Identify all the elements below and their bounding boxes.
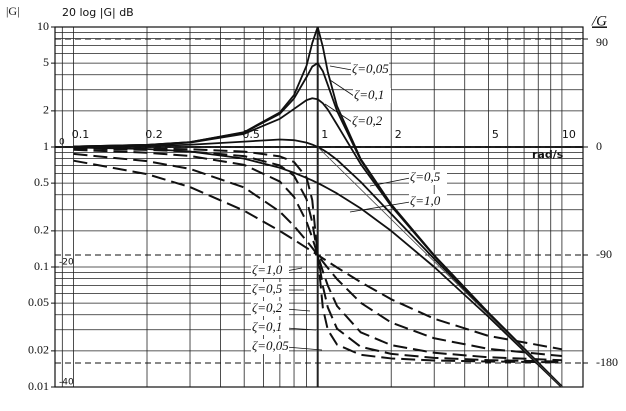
phase-axis-label: /G xyxy=(591,13,607,29)
plot-frame xyxy=(54,26,584,388)
label-backdrop xyxy=(353,88,391,103)
label-backdrop xyxy=(251,339,289,354)
y-tick-label: 5 xyxy=(43,55,49,69)
series-label: ζ=0,5 xyxy=(252,281,283,296)
x-tick-label: 5 xyxy=(492,128,499,141)
label-backdrop xyxy=(251,301,289,316)
label-leader xyxy=(369,177,411,187)
y2-tick-label: -180 xyxy=(596,355,618,369)
grid xyxy=(55,26,583,388)
y-axis-label: |G| xyxy=(6,4,19,18)
series-label: ζ=0,2 xyxy=(252,300,283,315)
y-tick-label: 0.02 xyxy=(28,343,49,357)
series-label: ζ=0,1 xyxy=(354,87,384,102)
series-label: ζ=0,1 xyxy=(252,319,282,334)
y-tick-label: 1 xyxy=(43,139,49,153)
curves xyxy=(73,27,563,387)
phase-curve xyxy=(73,148,562,362)
label-leader xyxy=(285,308,311,312)
label-leader xyxy=(329,65,353,71)
x-tick-label: 0.2 xyxy=(145,128,163,141)
series-label: ζ=0,05 xyxy=(252,338,289,353)
x-unit-label: rad/s xyxy=(532,148,564,161)
series-label: ζ=0,05 xyxy=(352,61,389,76)
x-tick-label: 2 xyxy=(395,128,402,141)
y2-tick-label: 90 xyxy=(596,35,608,49)
label-leader xyxy=(324,103,353,123)
x-tick-label: 1 xyxy=(321,128,328,141)
db-tick-label: -20 xyxy=(59,258,74,268)
y-tick-label: 0.5 xyxy=(34,175,49,189)
db-tick-label: -40 xyxy=(59,378,74,388)
y-tick-label: 0.1 xyxy=(34,259,49,273)
label-backdrop xyxy=(409,170,447,185)
label-leader xyxy=(285,327,317,331)
label-backdrop xyxy=(251,263,289,278)
magnitude-curve xyxy=(317,146,563,387)
label-backdrop xyxy=(409,194,447,209)
x-tick-label: 10 xyxy=(562,128,576,141)
label-leader xyxy=(329,79,355,97)
y-tick-label: 2 xyxy=(43,103,49,117)
y-tick-label: 0.01 xyxy=(28,379,49,393)
label-leader xyxy=(285,346,323,351)
label-backdrop xyxy=(351,114,389,129)
series-label: ζ=1,0 xyxy=(410,193,441,208)
magnitude-curve xyxy=(73,146,563,387)
label-backdrop xyxy=(251,320,289,335)
phase-curve xyxy=(73,146,562,364)
y2-tick-label: -90 xyxy=(596,247,612,261)
y-tick-label: 0.05 xyxy=(28,295,49,309)
series-label: ζ=0,2 xyxy=(352,113,383,128)
x-tick-label: 0.1 xyxy=(72,128,90,141)
series-label: ζ=1,0 xyxy=(252,262,283,277)
y2-tick-label: 0 xyxy=(596,139,602,153)
label-backdrop xyxy=(251,282,289,297)
y-tick-label: 0.2 xyxy=(34,223,49,237)
label-backdrop xyxy=(351,62,389,77)
label-leader xyxy=(349,201,411,213)
magnitude-curve xyxy=(73,97,563,387)
phase-curve xyxy=(73,152,563,358)
db-axis-label: 20 log |G| dB xyxy=(62,6,134,19)
y-tick-label: 10 xyxy=(37,19,49,33)
series-label: ζ=0,5 xyxy=(410,169,441,184)
db-tick-label: 0 xyxy=(59,138,65,148)
